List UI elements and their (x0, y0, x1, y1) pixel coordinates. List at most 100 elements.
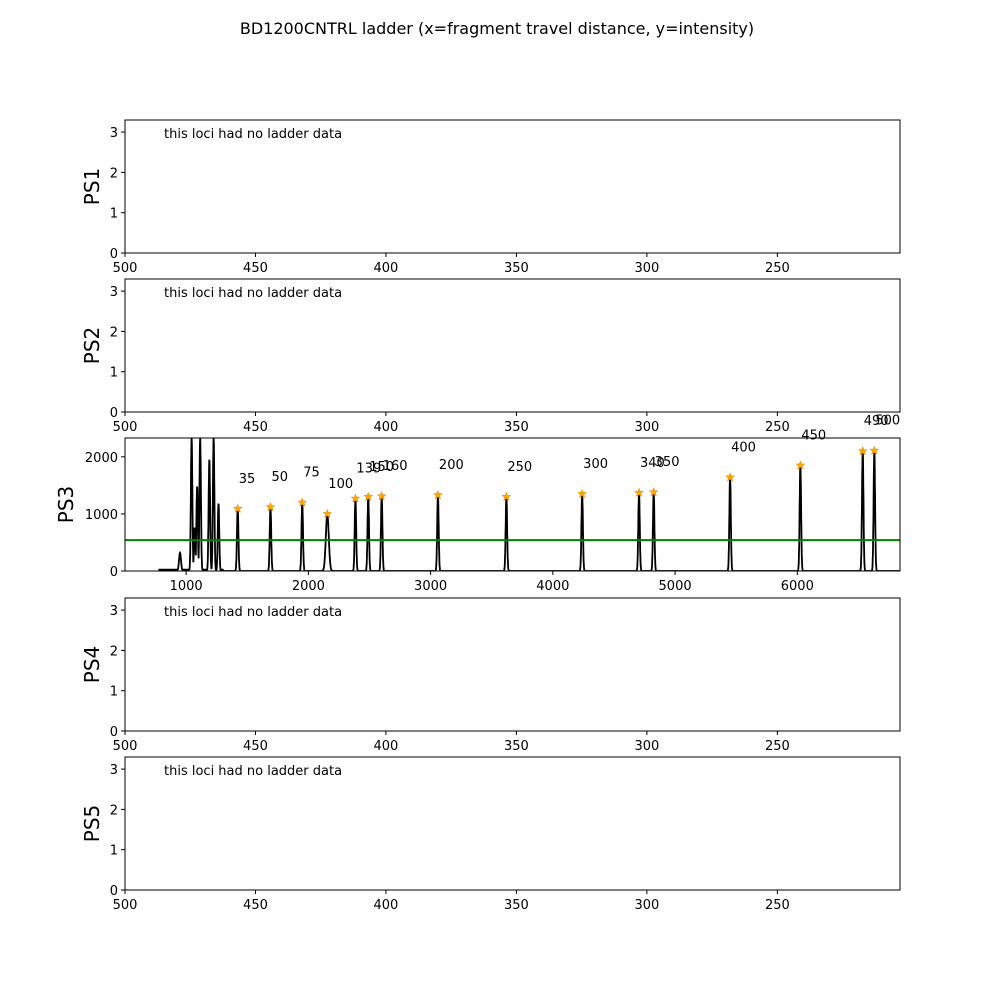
peak-label: 139 (356, 462, 381, 477)
peak-marker (350, 493, 361, 503)
panel-ps4: PS4 500 450 400 350 300 250 0 1 2 3 this loci had n… (80, 597, 901, 754)
y-tick-label: 0 (110, 406, 118, 421)
peak-label: 490 (864, 414, 889, 429)
y-tick-label: 3 (110, 285, 118, 300)
peak-marker (297, 497, 308, 507)
peak-marker (433, 489, 443, 500)
y-tick-label: 2 (110, 325, 118, 340)
x-tick-label: 300 (634, 261, 659, 276)
peak-label: 400 (731, 440, 756, 455)
y-tick-label: 2 (110, 644, 118, 659)
peak-label: 500 (875, 414, 900, 429)
y-tick-label: 2000 (85, 451, 118, 466)
peak-marker (376, 490, 387, 501)
peak-label: 200 (439, 458, 464, 473)
axes-frame (124, 278, 901, 413)
x-tick-label: 5000 (659, 579, 692, 594)
peak-label: 160 (383, 459, 408, 474)
x-tick-label: 2000 (292, 579, 325, 594)
peak-marker (265, 501, 276, 512)
x-tick-label: 450 (243, 739, 268, 754)
x-tick-label: 250 (765, 898, 790, 913)
x-tick-label: 250 (765, 739, 790, 754)
peak-marker (648, 486, 659, 497)
peak-marker (869, 445, 880, 455)
y-axis-label: PS4 (80, 646, 104, 683)
x-tick-label: 400 (374, 261, 399, 276)
y-axis-label: PS1 (80, 168, 104, 205)
x-tick-label: 3000 (414, 579, 447, 594)
axes-frame (124, 119, 901, 254)
peak-marker (232, 503, 243, 513)
x-tick-label: 450 (243, 261, 268, 276)
x-tick-label: 350 (504, 898, 529, 913)
peak-label: 75 (303, 466, 320, 481)
no-data-annotation: this loci had no ladder data (164, 605, 342, 620)
y-tick-label: 3 (110, 763, 118, 778)
y-tick-label: 1000 (85, 508, 118, 523)
x-tick-label: 500 (113, 261, 138, 276)
y-tick-label: 2 (110, 166, 118, 181)
axes-frame (124, 756, 901, 891)
y-tick-label: 1 (110, 685, 118, 700)
axes-frame (124, 437, 901, 572)
peak-label: 250 (507, 460, 532, 475)
x-tick-label: 400 (374, 898, 399, 913)
x-tick-label: 500 (113, 420, 138, 435)
peak-label: 100 (328, 477, 353, 492)
y-tick-label: 1 (110, 366, 118, 381)
y-axis-label: PS3 (54, 486, 78, 523)
peak-marker (857, 445, 868, 456)
panel-ps5: PS5 500 450 400 350 300 250 0 1 2 3 this loci had n… (80, 756, 901, 913)
peak-marker (363, 491, 374, 501)
x-tick-label: 350 (504, 261, 529, 276)
peak-marker (725, 472, 736, 482)
x-tick-label: 500 (113, 898, 138, 913)
x-tick-label: 350 (504, 739, 529, 754)
peak-label: 50 (271, 470, 288, 485)
plot-area (125, 438, 900, 571)
panel-ps3: PS3 1000 2000 3000 4000 5000 6000 0 1000 2000 35 50… (54, 414, 901, 594)
x-tick-label: 400 (374, 420, 399, 435)
peak-label: 350 (655, 455, 680, 470)
no-data-annotation: this loci had no ladder data (164, 286, 342, 301)
peak-label: 450 (801, 428, 826, 443)
x-tick-label: 6000 (781, 579, 814, 594)
peak-marker (501, 491, 512, 501)
y-tick-label: 0 (110, 884, 118, 899)
no-data-annotation: this loci had no ladder data (164, 764, 342, 779)
peak-label: 300 (583, 457, 608, 472)
x-tick-label: 4000 (536, 579, 569, 594)
y-tick-label: 0 (110, 725, 118, 740)
y-tick-label: 1 (110, 207, 118, 222)
figure-title: BD1200CNTRL ladder (x=fragment travel di… (240, 19, 754, 38)
x-tick-label: 250 (765, 420, 790, 435)
y-tick-label: 1 (110, 844, 118, 859)
y-tick-label: 0 (110, 247, 118, 262)
x-tick-label: 300 (634, 898, 659, 913)
no-data-annotation: this loci had no ladder data (164, 127, 342, 142)
peak-marker (322, 508, 333, 519)
x-tick-label: 350 (504, 420, 529, 435)
panel-ps2: PS2 500 450 400 350 300 250 0 1 2 3 this loci had n… (80, 278, 901, 435)
x-tick-label: 1000 (170, 579, 203, 594)
x-tick-label: 300 (634, 420, 659, 435)
peak-marker (577, 488, 588, 499)
peak-marker (795, 460, 806, 470)
x-tick-label: 300 (634, 739, 659, 754)
y-tick-label: 3 (110, 604, 118, 619)
y-tick-label: 0 (110, 565, 118, 580)
axes-frame (124, 597, 901, 732)
peak-marker (634, 487, 644, 497)
x-tick-label: 450 (243, 420, 268, 435)
panel-ps1: PS1 500 450 400 350 300 250 0 1 2 3 this loci had n… (80, 119, 901, 276)
y-tick-label: 3 (110, 126, 118, 141)
peak-label: 150 (369, 460, 394, 475)
peak-label: 35 (239, 472, 256, 487)
x-tick-label: 250 (765, 261, 790, 276)
peak-label: 340 (640, 456, 665, 471)
x-tick-label: 450 (243, 898, 268, 913)
